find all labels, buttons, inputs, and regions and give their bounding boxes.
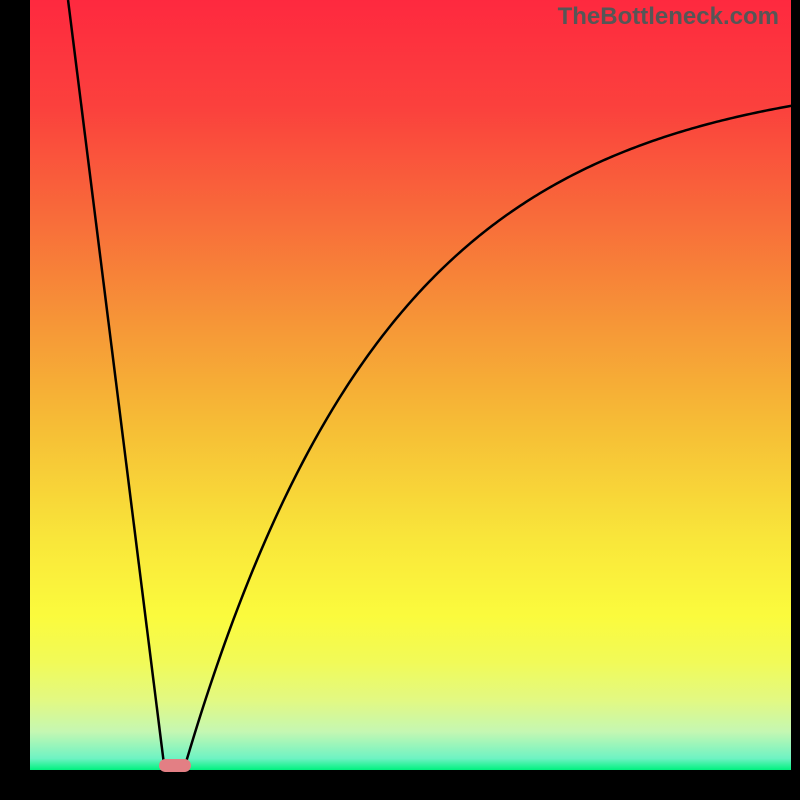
minimum-marker	[159, 759, 191, 772]
curve-layer	[30, 0, 791, 770]
plot-area: TheBottleneck.com	[30, 0, 791, 770]
watermark-text: TheBottleneck.com	[558, 3, 779, 31]
right-curve	[184, 106, 791, 770]
left-line	[68, 0, 165, 770]
chart-container: TheBottleneck.com	[0, 0, 800, 800]
